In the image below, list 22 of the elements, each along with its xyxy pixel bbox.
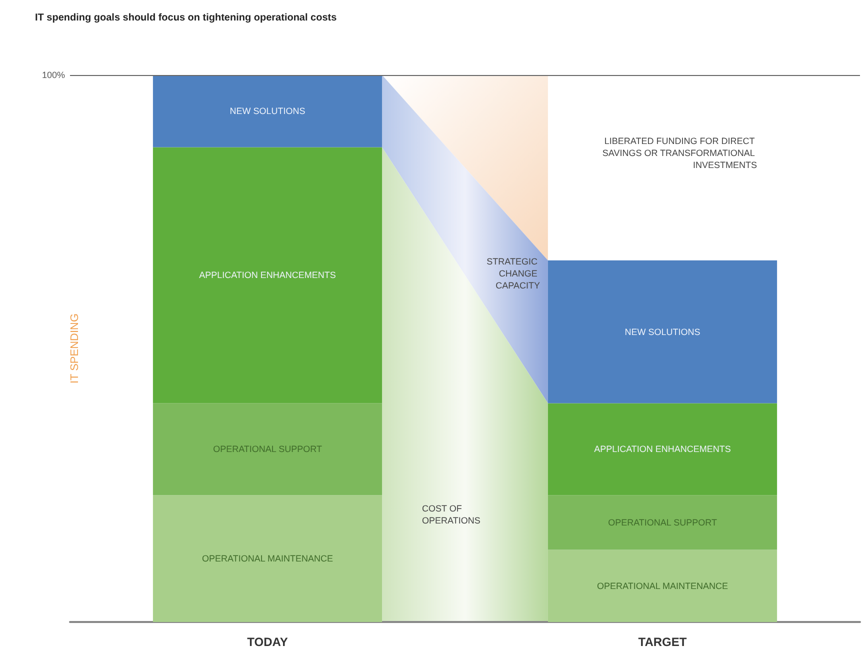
chart-title: IT spending goals should focus on tightening operational costs <box>35 12 338 24</box>
series-label: OPERATIONAL SUPPORT <box>608 517 718 528</box>
series-label: OPERATIONAL MAINTENANCE <box>596 580 728 591</box>
series-label: APPLICATION ENHANCEMENTS <box>594 444 731 454</box>
x-tick-label: TODAY <box>247 635 288 649</box>
bar <box>548 403 778 496</box>
y-axis-title: IT SPENDING <box>69 313 81 384</box>
text: OPERATIONAL SUPPORT <box>213 444 322 454</box>
annotation: STRATEGIC CHANGE CAPACITY <box>486 256 540 290</box>
bar <box>548 550 778 622</box>
x-tick-label: TARGET <box>638 635 688 649</box>
ref-line-label: 100% <box>42 70 65 80</box>
bar <box>548 495 778 550</box>
bar <box>152 403 382 496</box>
series-label: NEW SOLUTIONS <box>230 106 306 116</box>
text: NEW SOLUTIONS <box>624 326 700 337</box>
annotation: COST OF OPERATIONS <box>422 504 480 526</box>
bar <box>152 495 382 622</box>
text: OPERATIONAL MAINTENANCE <box>202 554 334 564</box>
text: APPLICATION ENHANCEMENTS <box>199 270 336 280</box>
annotation: LIBERATED FUNDING FOR DIRECT SAVINGS OR TRANSFORMATIONAL INVESTMENTS <box>602 136 758 170</box>
bar <box>152 75 382 148</box>
